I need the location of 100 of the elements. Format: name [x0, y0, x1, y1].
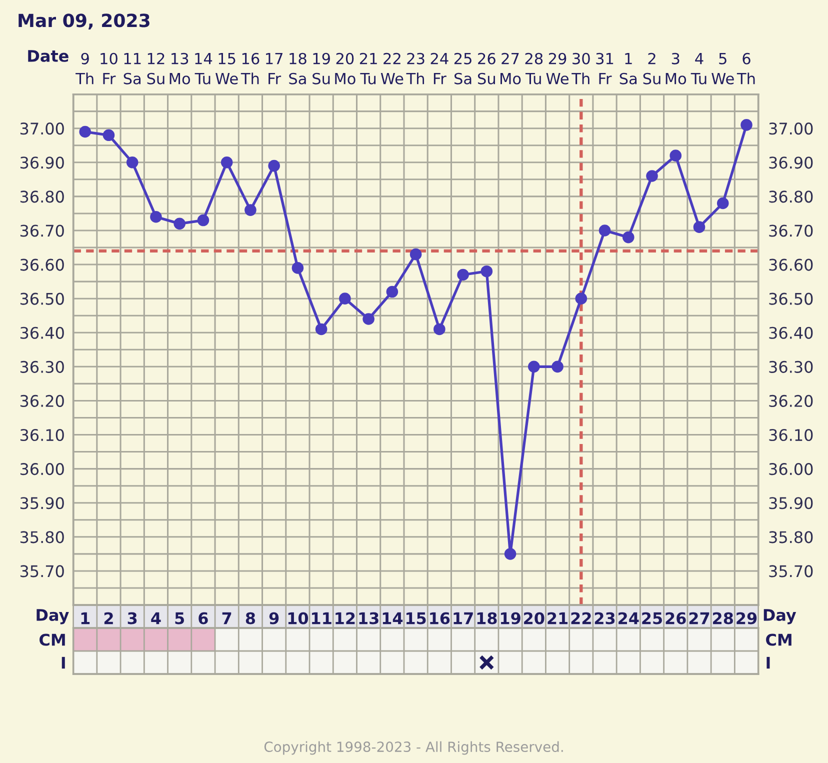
point: [268, 160, 280, 172]
x2-tick-label: 19 Su: [312, 52, 330, 84]
x-tick-label: 23: [594, 612, 615, 624]
point: [646, 170, 658, 182]
x-tick-label: 4: [151, 612, 161, 624]
x-tick-label: 12: [336, 612, 355, 624]
y-tick-label: 36.10: [20, 428, 64, 442]
point: [575, 292, 588, 304]
point: [174, 218, 186, 230]
y-tick-label: 35.90: [20, 497, 64, 510]
text: Day: [764, 609, 796, 624]
x2-tick-label: 2 Su: [643, 52, 660, 84]
point: [292, 262, 304, 274]
point: [598, 224, 611, 236]
x-tick-label: 25: [642, 612, 662, 624]
point: [740, 119, 752, 131]
x2-tick-label: 4 Tu: [690, 53, 706, 84]
point: [622, 231, 634, 244]
y-tick-label: 36.60: [20, 258, 64, 271]
x2-tick-label: 10 Fr: [100, 52, 118, 84]
x2-tick-label: 12 Su: [147, 52, 164, 84]
x2-tick-label: 5 We: [712, 53, 734, 84]
x-tick-label: 27: [689, 612, 710, 624]
point: [410, 248, 422, 260]
y-tick-label: 36.30: [20, 360, 64, 373]
point: [362, 313, 374, 325]
x-tick-label: 10: [288, 612, 308, 624]
point: [552, 360, 564, 373]
x2-tick-label: 20 Mo: [335, 52, 356, 84]
point: [457, 268, 469, 281]
x-tick-label: 21: [548, 612, 568, 624]
y-tick-label: 36.40: [20, 326, 64, 339]
x-tick-label: 11: [312, 612, 332, 624]
x-tick-label: 3: [128, 612, 137, 624]
x-tick-label: 7: [222, 612, 232, 624]
x-tick-label: 24: [618, 612, 639, 624]
x2-tick-label: 25 Sa: [454, 52, 472, 84]
x-tick-label: 17: [454, 612, 473, 624]
y-tick-label: 37.00: [20, 122, 64, 135]
y-tick-label: 36.80: [20, 190, 64, 203]
point: [693, 221, 706, 233]
x2-tick-label: 6 Th: [736, 52, 755, 84]
x2-axis-title: Date: [28, 50, 68, 62]
x2-tick-label: 14 Tu: [194, 53, 212, 84]
point: [79, 126, 92, 138]
x2-tick-label: 1 Sa: [620, 53, 637, 84]
x2-tick-label: 9 Th: [76, 52, 94, 84]
y-tick-label: 36.00: [20, 463, 64, 476]
x-tick-label: 19: [500, 612, 520, 624]
x-tick-label: 26: [666, 612, 686, 624]
point: [670, 150, 682, 162]
y-tick-label: 36.90: [20, 156, 64, 169]
x-tick-label: 29: [736, 612, 757, 624]
point: [339, 292, 351, 304]
point: [504, 548, 516, 560]
x2-tick-label: 11 Sa: [124, 53, 141, 84]
x2-tick-label: 15 We: [216, 53, 238, 84]
x-tick-label: 14: [382, 612, 403, 624]
x2-tick-label: 23 Th: [406, 52, 424, 84]
x2-tick-label: 17 Fr: [266, 53, 282, 84]
x-tick-label: 13: [359, 612, 378, 624]
x2-tick-label: 31 Fr: [596, 52, 614, 84]
y-tick-label: 36.70: [20, 224, 64, 237]
x2-tick-label: 13 Mo: [170, 52, 190, 84]
x2-tick-label: 16 Th: [240, 52, 260, 84]
x2-tick-label: 26 Su: [478, 52, 496, 84]
x-tick-label: 18: [477, 612, 497, 624]
y-tick-label: 35.70: [20, 565, 64, 578]
x2-tick-label: 18 Sa: [289, 52, 306, 84]
x2-tick-label: 24 Fr: [430, 52, 448, 84]
point: [126, 156, 138, 168]
point: [244, 204, 256, 216]
x-tick-label: 20: [524, 612, 544, 624]
point: [480, 265, 493, 278]
point: [315, 323, 328, 336]
x2-tick-label: 29 We: [546, 52, 569, 84]
x2-tick-label: 28 Tu: [525, 52, 543, 84]
x2-tick-label: 22 We: [380, 52, 404, 84]
x-axis-title: Day: [36, 609, 69, 624]
x-tick-label: 5: [175, 612, 184, 624]
x-tick-label: 6: [198, 612, 208, 624]
y-tick-label: 35.80: [20, 531, 64, 544]
y-tick-label: 36.50: [20, 292, 64, 305]
x-tick-label: 8: [246, 612, 256, 624]
x2-tick-label: 3 Mo: [666, 52, 686, 84]
x-tick-label: 1: [81, 612, 90, 624]
x-tick-label: 22: [571, 612, 591, 624]
x-tick-label: 2: [104, 612, 113, 624]
x2-tick-label: 21 Tu: [360, 52, 377, 84]
x-tick-label: 28: [713, 612, 733, 624]
x2-tick-label: 27 Mo: [500, 52, 521, 84]
point: [434, 323, 446, 336]
point: [102, 129, 115, 142]
point: [528, 360, 540, 373]
text: Copyright 1998-2023 - All Rights Reserved.: [264, 741, 563, 755]
point: [220, 156, 233, 168]
x2-tick-label: 30 Th: [572, 52, 590, 84]
point: [197, 214, 210, 226]
chart-title: Mar 09, 2023: [18, 14, 150, 30]
x-tick-label: 15: [406, 612, 426, 624]
